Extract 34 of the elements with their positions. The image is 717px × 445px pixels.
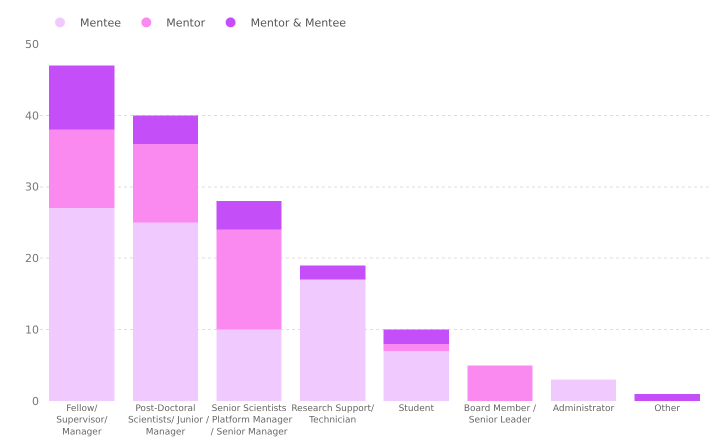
bar	[132, 144, 198, 222]
x-tick-label: Senior Scientists / Platform Manager / Senior Manager	[206, 404, 292, 438]
bar	[384, 351, 449, 401]
bar	[634, 394, 700, 401]
y-tick-label: 10	[25, 323, 39, 336]
bar	[550, 380, 616, 401]
x-tick-label: Board Member / Senior Leader	[464, 404, 538, 426]
x-tick-label: Other	[654, 404, 680, 414]
bar	[384, 330, 449, 344]
x-tick-label: Student	[398, 404, 434, 414]
y-tick-label: 30	[25, 180, 39, 194]
bar	[216, 330, 282, 401]
bar	[216, 201, 282, 230]
bar	[216, 230, 282, 330]
y-tick-label: 50	[25, 38, 39, 51]
legend-label: Mentor & Mentee	[250, 16, 346, 30]
legend-label: Mentee	[80, 16, 122, 30]
x-tick-label: Fellow/ Supervisor/ Manager	[56, 404, 108, 438]
bar	[467, 365, 533, 401]
x-tick-label: Post-Doctoral Scientists/ Junior Manager	[128, 404, 204, 438]
y-tick-label: 40	[25, 109, 39, 122]
x-tick-label: Administrator	[552, 404, 615, 414]
legend-label: Mentor	[166, 16, 206, 30]
bar	[132, 222, 198, 401]
bar	[384, 344, 449, 352]
bar	[49, 130, 114, 208]
bar	[300, 265, 366, 280]
bar	[49, 65, 114, 130]
bar	[132, 115, 198, 144]
bar	[300, 280, 366, 401]
y-tick-label: 20	[25, 252, 39, 266]
x-tick-label: Research Support/ Technician	[291, 404, 376, 426]
y-tick-label: 0	[32, 394, 39, 408]
bar	[49, 208, 114, 401]
